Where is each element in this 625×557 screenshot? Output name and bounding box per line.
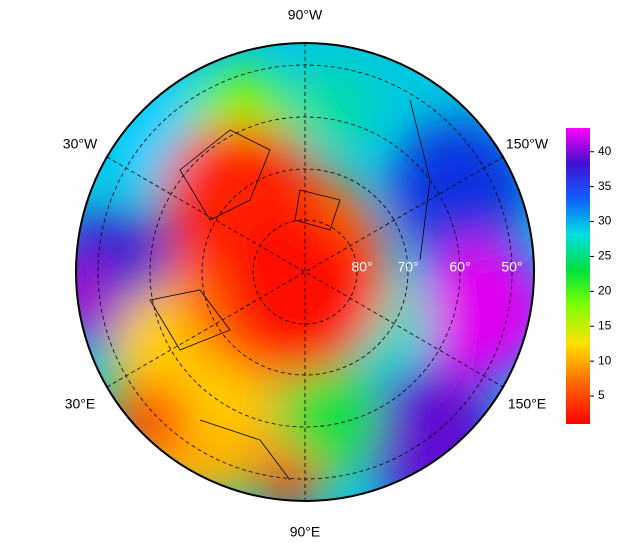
latitude-label: 60° xyxy=(449,259,470,275)
colorbar-tick-label: 20 xyxy=(598,284,612,298)
colorbar-tick-label: 30 xyxy=(598,214,612,228)
colorbar-tick-label: 35 xyxy=(598,179,612,193)
colorbar-tick-label: 10 xyxy=(598,353,612,367)
colorbar-ticks: 5 10 15 20 25 30 35 40 xyxy=(590,144,612,402)
field xyxy=(76,43,534,501)
longitude-labels: 90°W 30°W 150°W 30°E 150°E 90°E xyxy=(63,7,549,540)
colorbar-tick-label: 5 xyxy=(598,388,605,402)
longitude-label: 30°W xyxy=(63,136,98,152)
latitude-label: 70° xyxy=(397,259,418,275)
colorbar xyxy=(566,128,590,424)
latitude-label: 80° xyxy=(351,259,372,275)
latitude-label: 50° xyxy=(501,259,522,275)
latitude-labels: 80° 70° 60° 50° xyxy=(351,259,522,275)
longitude-label: 150°W xyxy=(506,136,549,152)
colorbar-tick-label: 40 xyxy=(598,144,612,158)
graticule xyxy=(97,43,513,501)
longitude-label: 150°E xyxy=(508,396,546,412)
longitude-label: 90°W xyxy=(288,7,323,23)
colorbar-tick-label: 25 xyxy=(598,249,612,263)
colorbar-tick-label: 15 xyxy=(598,318,612,332)
longitude-label: 30°E xyxy=(65,396,96,412)
map-border xyxy=(75,42,535,502)
longitude-label: 90°E xyxy=(290,524,321,540)
